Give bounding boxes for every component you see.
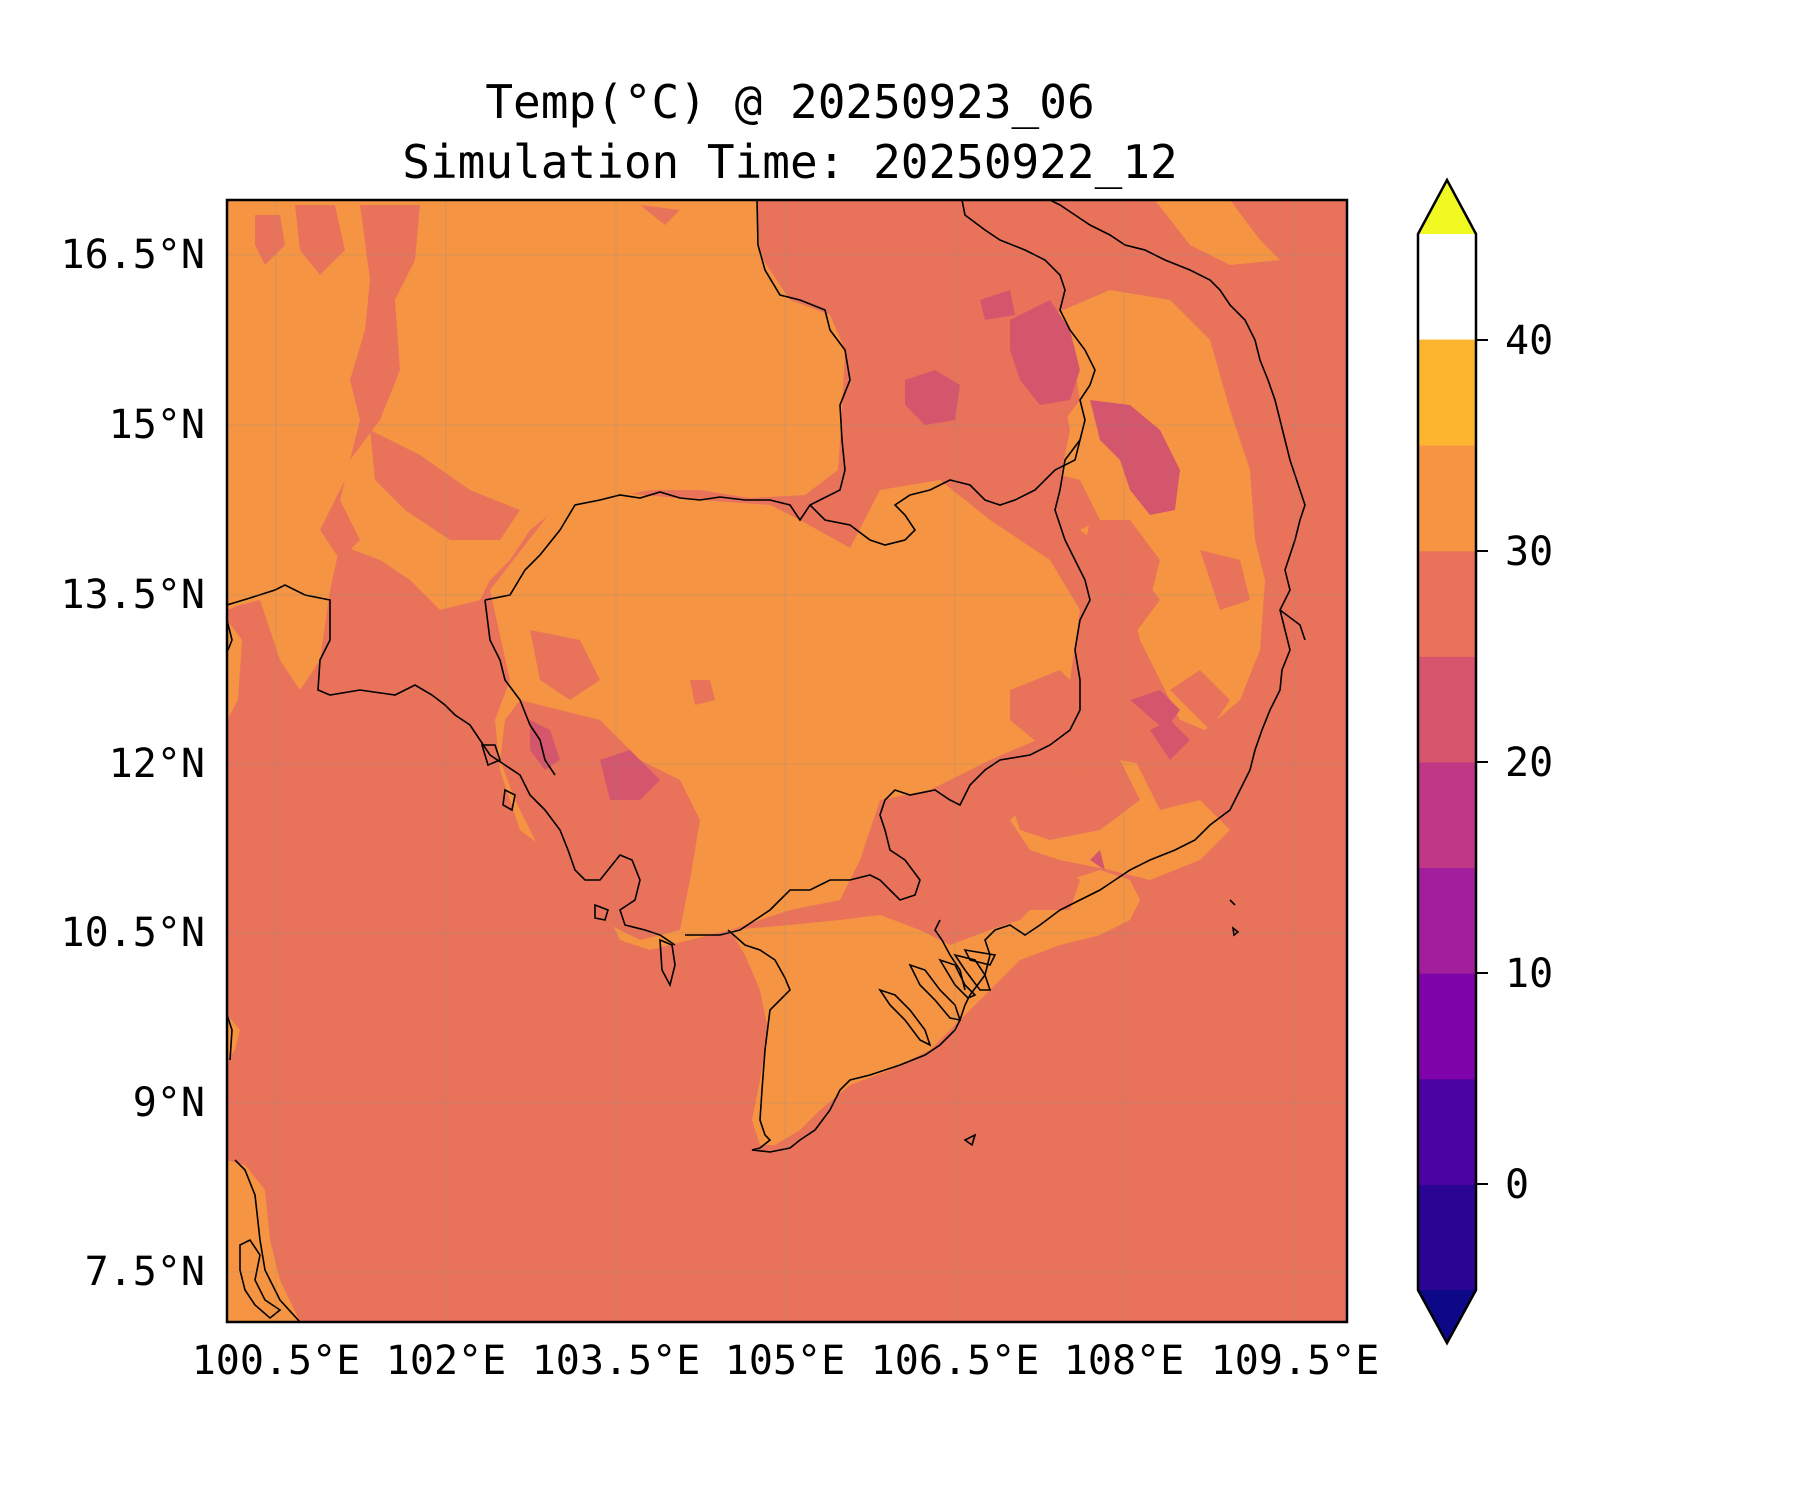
longitude-axis: 100.5°E 102°E 103.5°E 105°E 106.5°E 108°… bbox=[192, 1338, 1380, 1384]
lat-tick-label: 15°N bbox=[109, 402, 205, 448]
colorbar-segment bbox=[1418, 550, 1476, 657]
colorbar-segment bbox=[1418, 1184, 1476, 1291]
colorbar-segment bbox=[1418, 762, 1476, 869]
map-frame bbox=[225, 198, 1349, 1324]
lat-tick-label: 16.5°N bbox=[61, 232, 206, 278]
colorbar-label: 0 bbox=[1505, 1162, 1529, 1208]
lon-tick-label: 106.5°E bbox=[871, 1338, 1040, 1384]
colorbar-extend-under bbox=[1418, 1290, 1476, 1343]
lon-tick-label: 102°E bbox=[386, 1338, 506, 1384]
colorbar-segment bbox=[1418, 1078, 1476, 1185]
colorbar-segment bbox=[1418, 445, 1476, 552]
colorbar-segments bbox=[1416, 177, 1478, 1346]
colorbar-label: 10 bbox=[1505, 951, 1553, 997]
latitude-axis: 16.5°N 15°N 13.5°N 12°N 10.5°N 9°N 7.5°N bbox=[61, 232, 206, 1295]
lat-tick-label: 12°N bbox=[109, 741, 205, 787]
colorbar-segment bbox=[1418, 973, 1476, 1080]
colorbar-extend-over bbox=[1418, 180, 1476, 234]
colorbar: 40 30 20 10 0 bbox=[1416, 177, 1553, 1346]
colorbar-label: 20 bbox=[1505, 740, 1553, 786]
colorbar-outline bbox=[1416, 177, 1478, 1346]
lon-tick-label: 100.5°E bbox=[192, 1338, 361, 1384]
colorbar-label: 40 bbox=[1505, 318, 1553, 364]
lat-tick-label: 13.5°N bbox=[61, 572, 206, 618]
title-line-1: Temp(°C) @ 20250923_06 bbox=[485, 75, 1095, 129]
colorbar-segment bbox=[1418, 339, 1476, 446]
lon-tick-label: 103.5°E bbox=[532, 1338, 701, 1384]
temperature-field bbox=[227, 200, 1347, 1322]
map-title: Temp(°C) @ 20250923_06 Simulation Time: … bbox=[0, 72, 1580, 192]
graticule bbox=[227, 200, 1347, 1322]
title-line-2: Simulation Time: 20250922_12 bbox=[402, 135, 1178, 189]
lon-tick-label: 105°E bbox=[725, 1338, 845, 1384]
land-cooler-patches bbox=[255, 200, 1250, 940]
lon-tick-label: 109.5°E bbox=[1211, 1338, 1380, 1384]
colorbar-segment bbox=[1418, 656, 1476, 763]
temp-20-25-patches bbox=[530, 290, 1190, 870]
colorbar-label: 30 bbox=[1505, 529, 1553, 575]
lat-tick-label: 7.5°N bbox=[85, 1249, 205, 1295]
lat-tick-label: 9°N bbox=[133, 1080, 205, 1126]
lat-tick-label: 10.5°N bbox=[61, 910, 206, 956]
colorbar-tick-marks bbox=[1476, 339, 1488, 1185]
coastlines-borders bbox=[227, 200, 1306, 1322]
colorbar-segment bbox=[1418, 867, 1476, 974]
lon-tick-label: 108°E bbox=[1064, 1338, 1184, 1384]
